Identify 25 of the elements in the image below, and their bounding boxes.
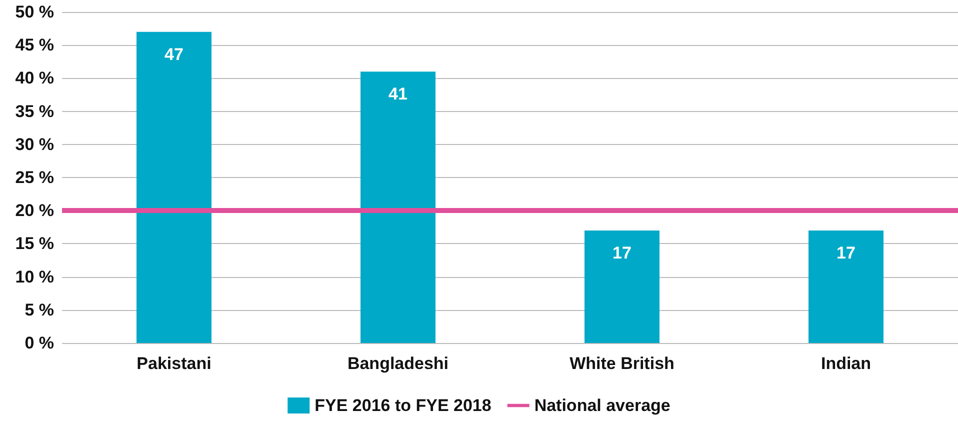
data-label: 41 <box>388 84 408 104</box>
y-tick-label: 20 % <box>15 201 54 220</box>
y-tick-label: 50 % <box>15 2 54 22</box>
y-tick-label: 25 % <box>15 168 54 187</box>
bar <box>360 72 436 343</box>
data-label: 47 <box>164 44 184 64</box>
bar <box>808 230 884 343</box>
y-tick-label: 10 % <box>15 267 54 286</box>
bar <box>584 230 660 343</box>
data-label: 17 <box>612 243 632 262</box>
y-tick-label: 0 % <box>24 334 54 352</box>
legend-label: National average <box>534 396 670 415</box>
data-label: 17 <box>836 243 856 262</box>
y-tick-label: 30 % <box>15 134 54 154</box>
x-tick-label: Indian <box>820 354 872 373</box>
bar <box>136 32 212 343</box>
x-tick-label: Pakistani <box>136 354 212 373</box>
y-tick-label: 45 % <box>15 36 54 55</box>
y-tick-label: 35 % <box>15 102 54 121</box>
x-tick-label: White British <box>570 354 674 373</box>
y-tick-label: 5 % <box>24 300 54 320</box>
x-tick-label: Bangladeshi <box>347 354 449 373</box>
y-tick-label: 40 % <box>15 68 54 88</box>
y-tick-label: 15 % <box>15 234 54 254</box>
legend-label: FYE 2016 to FYE 2018 <box>314 396 492 415</box>
